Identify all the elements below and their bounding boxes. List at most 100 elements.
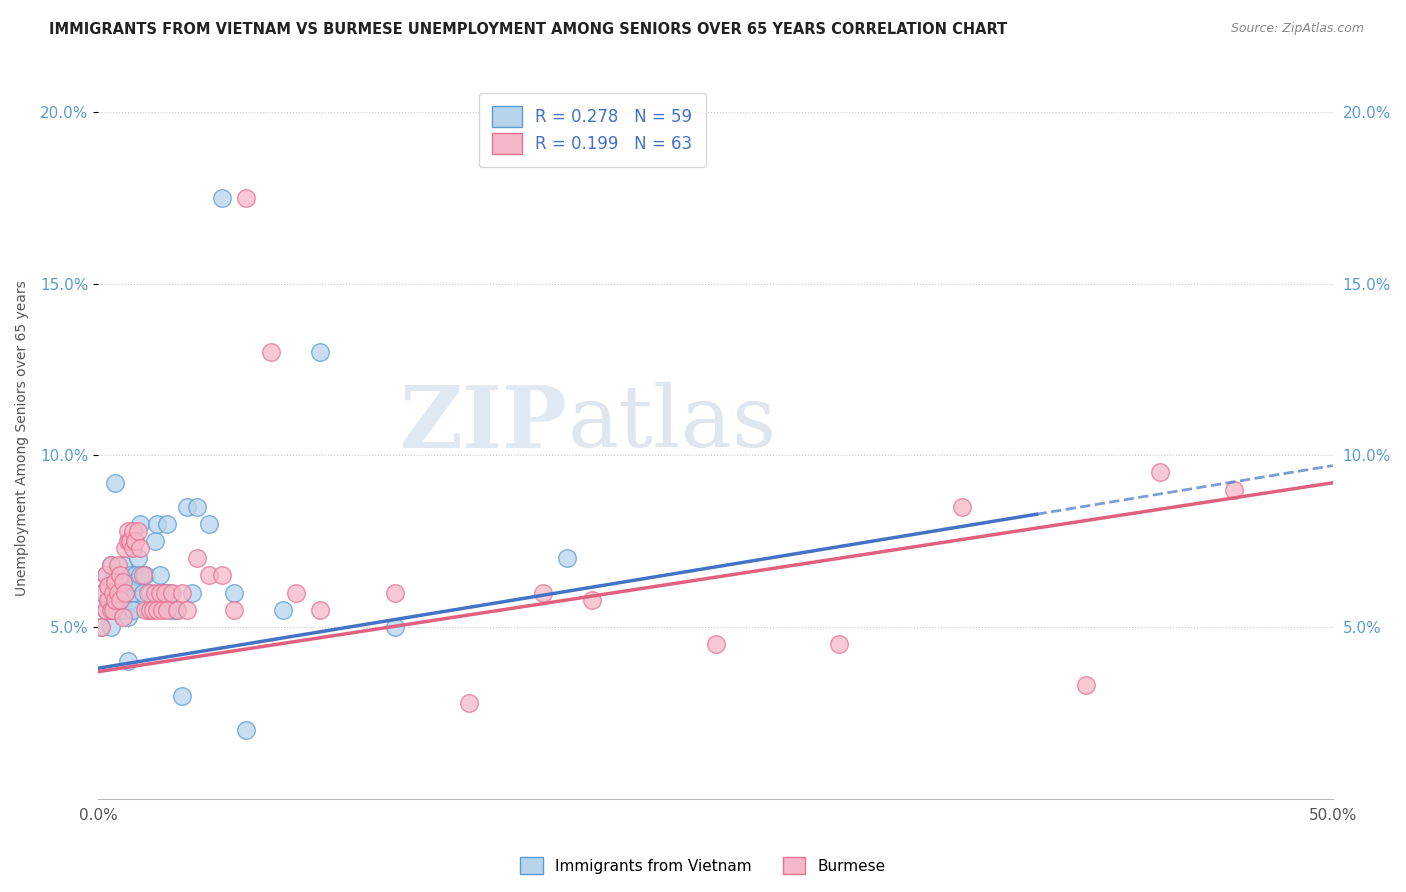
Point xyxy=(129,516,152,531)
Point xyxy=(117,534,139,549)
Point xyxy=(97,592,120,607)
Point xyxy=(127,524,149,538)
Text: IMMIGRANTS FROM VIETNAM VS BURMESE UNEMPLOYMENT AMONG SENIORS OVER 65 YEARS CORR: IMMIGRANTS FROM VIETNAM VS BURMESE UNEMP… xyxy=(49,22,1008,37)
Point xyxy=(284,585,307,599)
Point xyxy=(235,723,257,737)
Point xyxy=(100,620,122,634)
Point xyxy=(176,500,198,514)
Point xyxy=(107,585,129,599)
Point xyxy=(136,585,159,599)
Point xyxy=(100,603,122,617)
Point xyxy=(828,637,851,651)
Point xyxy=(127,551,149,566)
Point xyxy=(110,592,132,607)
Point xyxy=(129,541,152,555)
Point xyxy=(557,551,579,566)
Point xyxy=(153,585,176,599)
Point xyxy=(101,603,124,617)
Point xyxy=(124,534,146,549)
Point xyxy=(90,620,112,634)
Point xyxy=(104,475,127,490)
Point xyxy=(97,579,120,593)
Point xyxy=(111,609,134,624)
Point xyxy=(143,585,166,599)
Point xyxy=(91,585,114,599)
Point xyxy=(120,592,142,607)
Point xyxy=(94,603,117,617)
Point xyxy=(166,603,188,617)
Point xyxy=(111,585,134,599)
Text: atlas: atlas xyxy=(568,382,776,466)
Point xyxy=(121,603,143,617)
Point xyxy=(141,592,163,607)
Point xyxy=(94,603,117,617)
Point xyxy=(581,592,603,607)
Point xyxy=(120,534,142,549)
Point xyxy=(90,620,112,634)
Point xyxy=(152,603,174,617)
Point xyxy=(152,585,174,599)
Point xyxy=(457,696,479,710)
Point xyxy=(166,603,188,617)
Point xyxy=(104,592,127,607)
Point xyxy=(198,516,221,531)
Point xyxy=(101,585,124,599)
Point xyxy=(309,345,332,359)
Point xyxy=(121,524,143,538)
Point xyxy=(156,603,179,617)
Point xyxy=(159,585,181,599)
Point xyxy=(101,603,124,617)
Point xyxy=(120,568,142,582)
Point xyxy=(104,575,127,590)
Point xyxy=(139,603,162,617)
Legend: R = 0.278   N = 59, R = 0.199   N = 63: R = 0.278 N = 59, R = 0.199 N = 63 xyxy=(478,93,706,167)
Point xyxy=(1074,678,1097,692)
Point xyxy=(162,603,184,617)
Point xyxy=(124,575,146,590)
Point xyxy=(222,585,245,599)
Point xyxy=(110,603,132,617)
Point xyxy=(117,654,139,668)
Point xyxy=(107,585,129,599)
Point xyxy=(153,585,176,599)
Point xyxy=(111,575,134,590)
Point xyxy=(129,568,152,582)
Point xyxy=(176,603,198,617)
Point xyxy=(141,603,163,617)
Point xyxy=(309,603,332,617)
Point xyxy=(131,585,153,599)
Point xyxy=(211,568,233,582)
Point xyxy=(211,191,233,205)
Point xyxy=(149,585,172,599)
Point xyxy=(156,516,179,531)
Point xyxy=(136,603,159,617)
Point xyxy=(181,585,204,599)
Point xyxy=(235,191,257,205)
Point xyxy=(273,603,295,617)
Point xyxy=(110,568,132,582)
Point xyxy=(384,585,406,599)
Point xyxy=(124,534,146,549)
Point xyxy=(172,585,194,599)
Point xyxy=(1223,483,1246,497)
Point xyxy=(94,568,117,582)
Point xyxy=(117,609,139,624)
Legend: Immigrants from Vietnam, Burmese: Immigrants from Vietnam, Burmese xyxy=(515,851,891,880)
Point xyxy=(101,585,124,599)
Point xyxy=(531,585,554,599)
Point xyxy=(134,568,156,582)
Point xyxy=(952,500,974,514)
Point xyxy=(114,603,136,617)
Point xyxy=(186,551,208,566)
Point xyxy=(110,575,132,590)
Point xyxy=(114,585,136,599)
Point xyxy=(146,603,169,617)
Point xyxy=(260,345,283,359)
Point xyxy=(222,603,245,617)
Point xyxy=(143,534,166,549)
Point xyxy=(121,541,143,555)
Point xyxy=(114,541,136,555)
Point xyxy=(121,585,143,599)
Point xyxy=(704,637,727,651)
Point xyxy=(134,603,156,617)
